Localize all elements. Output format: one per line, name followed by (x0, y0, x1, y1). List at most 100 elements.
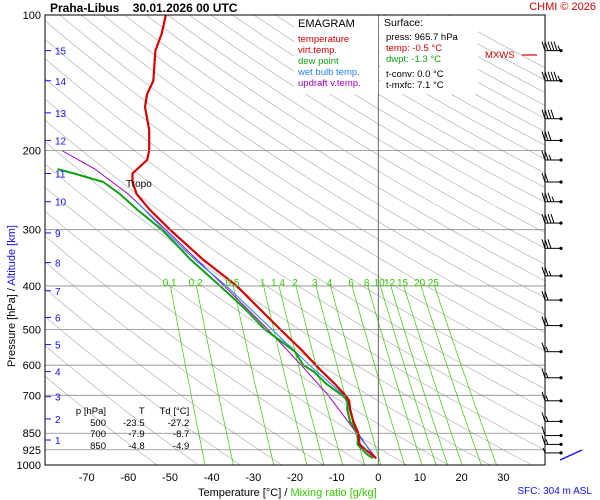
x-tick-label: -30 (245, 472, 261, 484)
plot-area (45, 15, 545, 465)
wind-barb (541, 426, 563, 438)
wind-barb (541, 342, 563, 354)
altitude-tick-label: 15 (55, 47, 67, 58)
x-tick-label: 20 (456, 472, 468, 484)
wind-barb (541, 213, 563, 225)
mixing-ratio-label: 15 (397, 278, 409, 289)
x-tick-label: -10 (329, 472, 345, 484)
surface-dwpt: dwpt: -1.3 °C (386, 54, 442, 65)
dry-adiabat (45, 38, 545, 371)
altitude-tick-label: 12 (55, 136, 67, 147)
dry-adiabat (81, 15, 545, 316)
y-tick-label: 850 (23, 428, 41, 440)
y-tick-label: 100 (23, 10, 41, 22)
levels-cell-t: -23.5 (122, 417, 145, 429)
max-wind-label: MXWS (485, 50, 515, 61)
mixing-ratio-line (379, 285, 437, 465)
altitude-tick-label: 5 (55, 341, 61, 352)
x-axis-title-mixing: Mixing ratio [g/kg] (290, 487, 377, 499)
surface-info: Surface: press: 965.7 hPa temp: -0.5 °C … (380, 16, 478, 94)
x-tick-label: -50 (162, 472, 178, 484)
wind-barb (541, 435, 563, 447)
wind-barb (541, 266, 563, 278)
wind-barb (541, 131, 563, 143)
altitude-tick-label: 2 (55, 415, 61, 426)
x-tick-label: 30 (497, 472, 509, 484)
legend-updraft: updraft v.temp. (298, 78, 361, 89)
altitude-tick-label: 7 (55, 287, 61, 298)
credit-label: CHMI © 2026 (529, 1, 596, 13)
x-axis-title-temp: Temperature [°C] (198, 487, 282, 499)
legend-virt-temp: virt.temp. (298, 45, 338, 56)
y-tick-label: 925 (23, 445, 41, 457)
mixing-ratio-label: 1 (260, 278, 266, 289)
altitude-tick-label: 6 (55, 313, 61, 324)
surface-wind-vector (559, 449, 583, 461)
legend-title: EMAGRAM (298, 18, 355, 30)
mixing-ratio-line (403, 285, 463, 465)
legend-dew-point: dew point (298, 56, 339, 67)
dry-adiabat (45, 119, 545, 451)
y-tick-label: 400 (23, 281, 41, 293)
levels-cell-t: -7.9 (128, 429, 145, 440)
levels-cell-p: 700 (90, 429, 106, 440)
altitude-tick-label: 10 (55, 198, 67, 209)
dry-adiabat (59, 15, 545, 334)
mixing-ratio-line (390, 285, 449, 465)
mixing-ratio-line (367, 285, 423, 465)
y-axis-title-pressure: Pressure [hPa] / (6, 285, 18, 367)
wind-barb (541, 391, 563, 403)
surface-tconv: t-conv: 0.0 °C (386, 69, 444, 80)
y-tick-label: 200 (23, 145, 41, 157)
mixing-ratio-label: 25 (428, 278, 440, 289)
wind-barb (541, 239, 563, 250)
levels-header-p: p [hPa] (75, 406, 106, 417)
altitude-tick-label: 3 (55, 393, 61, 404)
dry-adiabat (45, 58, 545, 390)
wind-barb (541, 368, 563, 380)
levels-header-td: Td [°C] (159, 406, 190, 417)
legend-temperature: temperature (298, 34, 350, 45)
series-updraft-v-temp-line (61, 150, 377, 459)
mixing-ratio-line (420, 285, 482, 465)
tropopause-label: Tropo (126, 179, 152, 190)
mixing-ratio-label: 0.1 (163, 278, 177, 289)
mixing-ratio-label: 0.2 (189, 278, 203, 289)
mixing-ratio-line (295, 285, 343, 465)
legend-wet-bulb: wet bulb temp. (298, 67, 360, 78)
levels-row: 500 -23.5 -27.2 (72, 418, 189, 430)
y-tick-label: 600 (23, 360, 41, 372)
dry-adiabat (102, 15, 545, 299)
x-tick-label: -40 (204, 472, 220, 484)
surface-press: press: 965.7 hPa (386, 32, 458, 43)
levels-cell-td: -8.7 (172, 429, 190, 440)
dry-adiabat (210, 15, 545, 218)
levels-table: p [hPa] T Td [°C] 500 -23.5 -27.2 700 -7… (72, 406, 189, 452)
x-tick-label: -20 (287, 472, 303, 484)
altitude-tick-label: 4 (55, 368, 61, 379)
sfc-height-label: SFC: 304 m ASL (517, 486, 592, 497)
wind-barb (541, 316, 563, 328)
wind-barb (541, 412, 563, 423)
mixing-ratio-label: 12 (384, 278, 396, 289)
wind-barb (541, 41, 563, 53)
surface-tmxfc: t-mxfc: 7.1 °C (386, 80, 444, 91)
levels-cell-p: 850 (90, 440, 106, 452)
wind-barb (541, 109, 563, 121)
y-axis-title: Pressure [hPa] / Altitude [km] (6, 196, 18, 396)
chart-title: Praha-Libus 30.01.2026 00 UTC (50, 1, 237, 15)
altitude-tick-label: 8 (55, 259, 61, 270)
levels-row: 850 -4.8 -4.9 (72, 441, 189, 453)
legend: EMAGRAM temperature virt.temp. dew point… (294, 16, 378, 94)
mixing-ratio-label: 3 (312, 278, 318, 289)
levels-row: 700 -7.9 -8.7 (72, 429, 189, 441)
altitude-tick-label: 1 (55, 436, 61, 447)
dry-adiabat (45, 20, 545, 352)
x-axis-title: Temperature [°C] / Mixing ratio [g/kg] (198, 487, 377, 499)
dry-adiabat (45, 78, 545, 410)
mixing-ratio-line (233, 285, 275, 465)
mixing-ratio-label: 6 (348, 278, 354, 289)
x-tick-label: 10 (414, 472, 426, 484)
mixing-ratio-label: 20 (414, 278, 426, 289)
